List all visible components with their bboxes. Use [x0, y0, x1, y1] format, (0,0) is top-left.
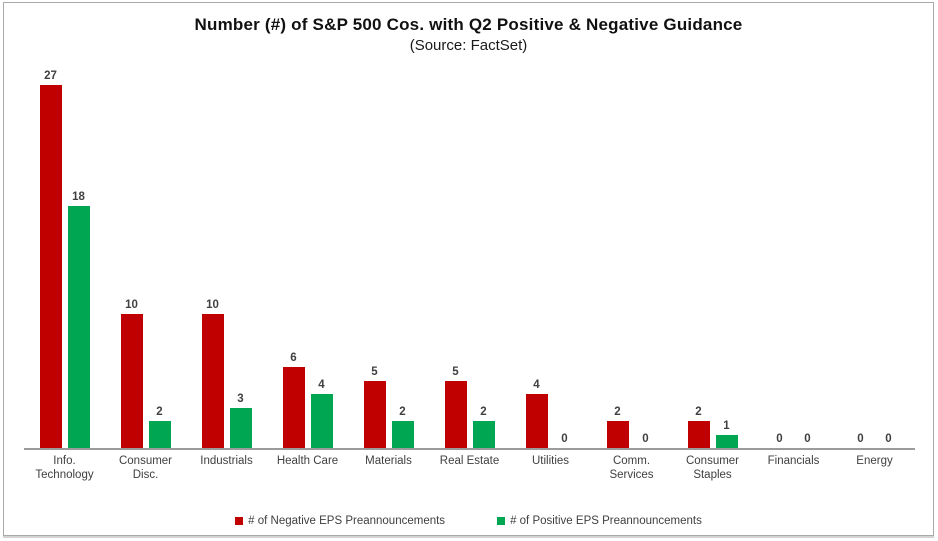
legend-label: # of Negative EPS Preannouncements: [248, 515, 446, 527]
bar-value-label: 0: [561, 432, 568, 445]
bar-wrap-positive: 2: [148, 405, 171, 448]
bar-value-label: 2: [480, 405, 487, 418]
bar-wrap-positive: 2: [391, 405, 414, 448]
bar-negative: [39, 85, 62, 448]
bar-group: 10 3: [186, 54, 267, 448]
bar-wrap-negative: 27: [39, 69, 62, 448]
bar-wrap-negative: 10: [120, 298, 143, 448]
bar-positive: [229, 408, 252, 448]
bar-value-label: 4: [318, 378, 325, 391]
bar-wrap-positive: 0: [554, 432, 576, 449]
bar-value-label: 0: [642, 432, 649, 445]
bar-negative: [687, 421, 710, 448]
bar-wrap-negative: 5: [363, 365, 386, 448]
bar-positive: [472, 421, 495, 448]
bar-negative: [363, 381, 386, 448]
bar-positive: [715, 435, 738, 448]
category-label: Comm. Services: [609, 455, 654, 482]
bar-wrap-negative: 10: [201, 298, 224, 448]
bar-negative: [606, 421, 629, 448]
category-label: Utilities: [531, 455, 570, 467]
bar-group: 27 18: [24, 54, 105, 448]
bar-positive: [67, 206, 90, 448]
bar-value-label: 1: [723, 419, 730, 432]
bar-wrap-positive: 3: [229, 392, 252, 448]
bar-wrap-negative: 2: [606, 405, 629, 448]
bar-wrap-positive: 0: [635, 432, 657, 449]
bar-wrap-negative: 2: [687, 405, 710, 448]
bar-negative: [525, 394, 548, 448]
bar-value-label: 2: [695, 405, 702, 418]
category-label: Info. Technology: [35, 455, 94, 482]
bar-wrap-positive: 1: [715, 419, 738, 448]
bar-value-label: 0: [857, 432, 864, 445]
bar-wrap-positive: 0: [797, 432, 819, 449]
chart-subtitle: (Source: FactSet): [409, 37, 528, 54]
bar-wrap-negative: 0: [769, 432, 791, 449]
legend-swatch-icon: [235, 517, 244, 525]
category-label: Health Care: [276, 455, 339, 467]
bar-positive: [148, 421, 171, 448]
bar-positive: [310, 394, 333, 448]
bar-negative: [444, 381, 467, 448]
bar-group: 10 2: [105, 54, 186, 448]
bar-value-label: 4: [533, 378, 540, 391]
bar-value-label: 2: [399, 405, 406, 418]
bar-wrap-positive: 18: [67, 190, 90, 448]
bar-value-label: 0: [776, 432, 783, 445]
plot-area: 27 18 10 2 10 3 6 4 5 2 5 2 4 0 2 0 2 1 0 0 0 0: [24, 54, 915, 450]
category-label: Financials: [767, 455, 820, 467]
bar-value-label: 10: [206, 298, 219, 311]
legend-item-negative: # of Negative EPS Preannouncements: [235, 515, 445, 527]
bar-wrap-negative: 5: [444, 365, 467, 448]
bar-value-label: 6: [290, 351, 297, 364]
bar-value-label: 18: [72, 190, 85, 203]
bar-wrap-positive: 4: [310, 378, 333, 448]
bar-wrap-positive: 0: [878, 432, 900, 449]
bar-value-label: 10: [125, 298, 138, 311]
bar-value-label: 27: [44, 69, 57, 82]
bar-value-label: 0: [885, 432, 892, 445]
bar-value-label: 5: [452, 365, 459, 378]
bar-wrap-negative: 6: [282, 351, 305, 448]
bar-value-label: 2: [156, 405, 163, 418]
bar-negative: [282, 367, 305, 448]
category-label: Industrials: [200, 455, 253, 467]
legend-label: # of Positive EPS Preannouncements: [510, 515, 702, 527]
bar-negative: [120, 314, 143, 448]
bar-wrap-negative: 4: [525, 378, 548, 448]
bar-wrap-positive: 2: [472, 405, 495, 448]
bar-wrap-negative: 0: [850, 432, 872, 449]
bar-value-label: 2: [614, 405, 621, 418]
legend-item-positive: # of Positive EPS Preannouncements: [497, 515, 702, 527]
category-axis: Info. Technology Consumer Disc. Industrial…: [24, 450, 915, 483]
legend: # of Negative EPS Preannouncements # of P…: [4, 515, 933, 527]
chart-title: Number (#) of S&P 500 Cos. with Q2 Posit…: [194, 15, 743, 34]
category-label: Real Estate: [439, 455, 500, 467]
category-label: Consumer Disc.: [118, 455, 173, 482]
legend-swatch-icon: [497, 517, 506, 525]
chart-figure: Number (#) of S&P 500 Cos. with Q2 Posit…: [3, 2, 934, 536]
category-label: Materials: [365, 455, 412, 467]
bar-value-label: 3: [237, 392, 244, 405]
bar-value-label: 0: [804, 432, 811, 445]
category-label: Energy: [856, 455, 893, 467]
category-label: Consumer Staples: [685, 455, 740, 482]
bar-positive: [391, 421, 414, 448]
bar-negative: [201, 314, 224, 448]
bar-value-label: 5: [371, 365, 378, 378]
